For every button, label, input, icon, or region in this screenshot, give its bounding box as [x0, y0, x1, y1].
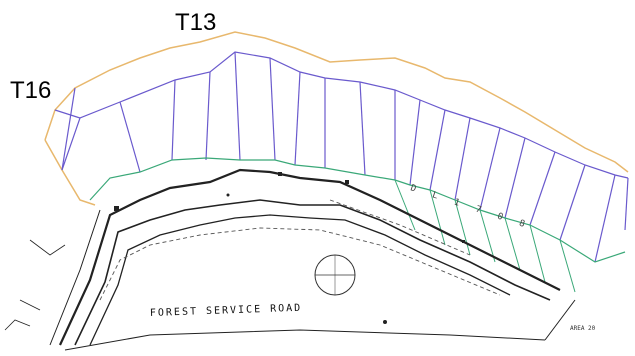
- survey-marker-icon: [314, 254, 356, 296]
- tract-label-t16: T16: [10, 77, 51, 104]
- tract-label-t13: T13: [175, 9, 216, 36]
- upper-boundary-line: [44, 31, 629, 173]
- middle-boundary-line: [89, 157, 626, 263]
- green-lot-lines: [394, 179, 576, 293]
- road-label: FOREST SERVICE ROAD: [150, 303, 303, 319]
- survey-lines: [4, 168, 576, 351]
- lot-lines: [54, 51, 629, 263]
- left-boundary-line: [44, 139, 96, 206]
- survey-monuments: [114, 172, 465, 324]
- dashed-survey-lines: [99, 199, 501, 301]
- area-note: AREA 20: [570, 325, 596, 332]
